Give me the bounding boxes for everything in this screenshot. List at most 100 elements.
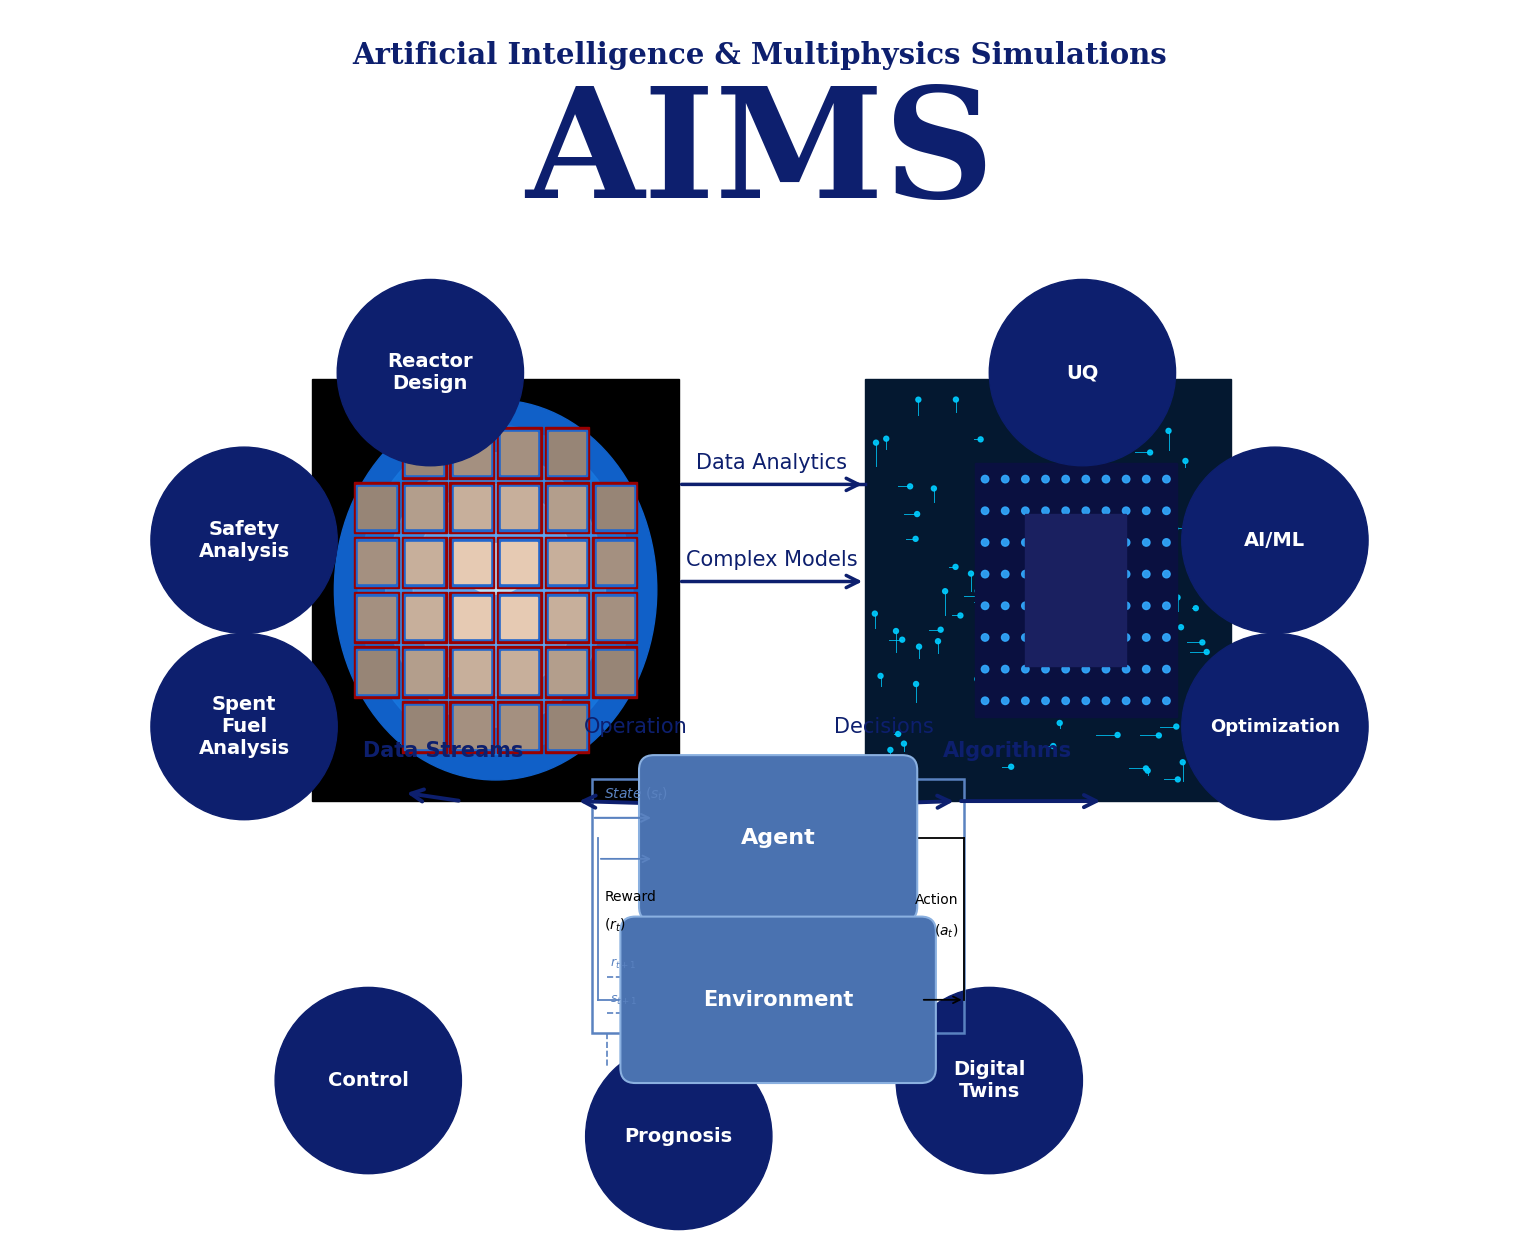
Circle shape [1062,602,1069,610]
Circle shape [1153,585,1159,590]
Bar [450,427,494,478]
Circle shape [1082,539,1089,546]
Bar [358,487,395,528]
Text: Decisions: Decisions [834,717,934,737]
Bar [500,430,539,476]
Circle shape [889,748,893,753]
Circle shape [943,589,948,594]
Bar [1025,514,1126,666]
Circle shape [1123,476,1130,483]
Bar [450,702,494,753]
Text: Prognosis: Prognosis [624,1126,732,1146]
Circle shape [1103,476,1110,483]
Circle shape [1001,602,1009,610]
Bar [497,537,542,589]
Bar [358,652,395,693]
Circle shape [1167,428,1171,433]
Bar [545,647,589,698]
Bar [450,537,494,589]
Circle shape [1062,539,1069,546]
Text: Spent
Fuel
Analysis: Spent Fuel Analysis [199,696,290,758]
Circle shape [1183,458,1188,463]
Bar [454,487,489,528]
Circle shape [1191,525,1195,530]
Circle shape [1082,633,1089,641]
Circle shape [1042,507,1050,514]
Circle shape [981,476,989,483]
Bar [406,596,442,638]
Bar [864,379,1232,801]
Circle shape [1086,571,1091,576]
Circle shape [936,638,940,643]
Bar [406,542,442,584]
Circle shape [1062,697,1069,704]
Circle shape [1082,602,1089,610]
Circle shape [1082,666,1089,673]
Circle shape [1103,697,1110,704]
Circle shape [1001,666,1009,673]
Circle shape [1182,633,1369,820]
Bar [406,432,442,473]
Bar [592,482,636,533]
Circle shape [996,626,1001,631]
Circle shape [1200,640,1205,645]
Circle shape [1148,508,1153,513]
Circle shape [1051,744,1056,749]
Circle shape [913,682,919,687]
Bar [450,482,494,533]
Circle shape [1022,633,1028,641]
Circle shape [952,564,958,569]
Circle shape [1037,508,1042,513]
Circle shape [1042,697,1050,704]
Circle shape [978,594,983,599]
Circle shape [872,611,878,616]
Text: $(r_t)$: $(r_t)$ [605,917,626,934]
Circle shape [1162,476,1170,483]
Bar [454,432,489,473]
Circle shape [1022,570,1028,578]
Circle shape [1062,422,1066,427]
Circle shape [954,397,958,402]
Circle shape [916,397,921,402]
Circle shape [275,987,462,1174]
Bar [404,595,444,641]
Circle shape [1103,539,1110,546]
Circle shape [1094,504,1098,509]
Circle shape [1042,602,1050,610]
Bar [545,702,589,753]
Circle shape [1194,606,1198,611]
Circle shape [150,633,337,820]
Bar [313,379,679,801]
Bar [451,430,492,476]
Circle shape [1174,724,1179,729]
Circle shape [1022,602,1028,610]
Circle shape [1123,633,1130,641]
Circle shape [1082,507,1089,514]
Circle shape [1009,764,1013,769]
Bar [547,704,586,750]
Circle shape [899,637,905,642]
Circle shape [1203,564,1208,569]
Text: Data Analytics: Data Analytics [696,453,848,473]
Circle shape [1103,452,1109,457]
Circle shape [1022,666,1028,673]
Circle shape [878,673,883,678]
Text: UQ: UQ [1066,363,1098,383]
Bar [547,539,586,585]
Circle shape [1142,697,1150,704]
Circle shape [1053,646,1057,651]
Ellipse shape [358,425,633,755]
Circle shape [975,589,980,594]
Circle shape [1162,539,1170,546]
Circle shape [901,741,907,746]
Bar [548,652,585,693]
Bar [497,647,542,698]
Circle shape [884,436,889,441]
Bar [454,596,489,638]
Bar [501,652,538,693]
Text: Reactor
Design: Reactor Design [387,351,474,394]
Circle shape [1148,450,1153,455]
Bar [594,484,635,530]
Circle shape [1162,602,1170,610]
Bar [501,596,538,638]
